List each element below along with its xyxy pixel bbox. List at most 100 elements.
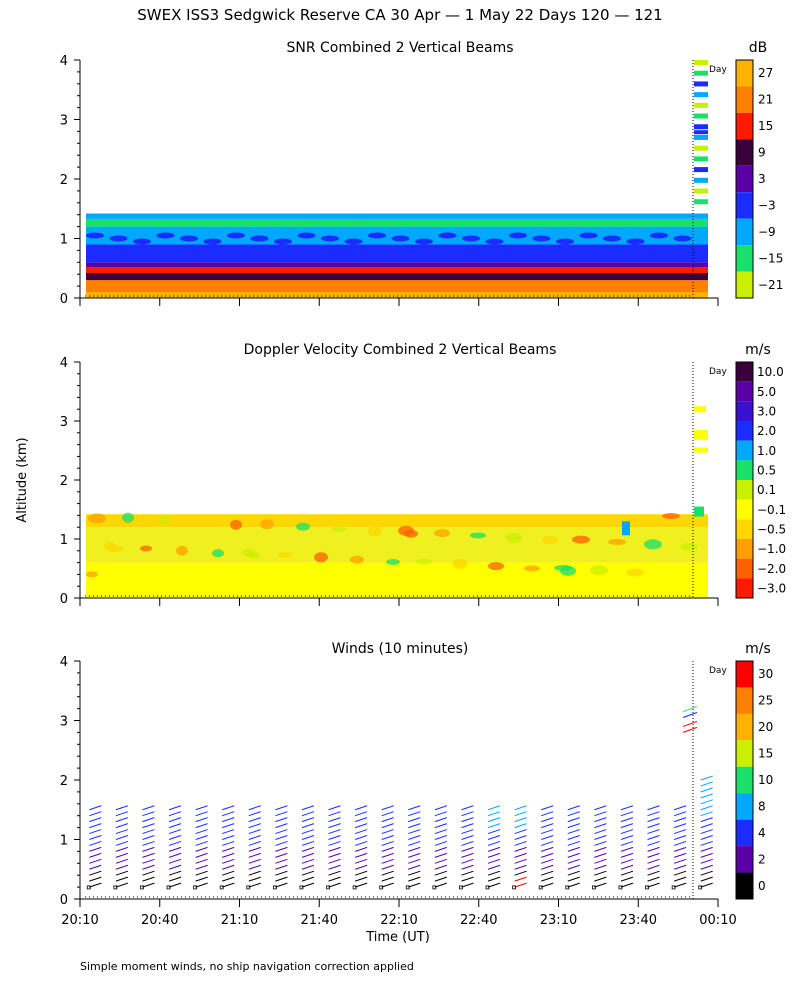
- wind-barb: [222, 817, 235, 823]
- wind-barb: [168, 840, 182, 846]
- wind-barb: [620, 870, 634, 876]
- wind-marker: [618, 885, 623, 890]
- colorbar-label: 21: [758, 93, 773, 107]
- wind-barb: [328, 870, 341, 876]
- wind-barb: [647, 823, 660, 829]
- colorbar-label: −9: [758, 225, 776, 239]
- wind-barb: [354, 805, 368, 811]
- wind-barb: [408, 835, 421, 840]
- wind-barb: [434, 846, 448, 852]
- colorbar-label: 10.0: [757, 365, 784, 379]
- wind-barb: [673, 852, 687, 858]
- colorbar-unit: m/s: [745, 342, 771, 358]
- data-patch: [542, 536, 558, 545]
- colorbar-frame: [735, 361, 754, 599]
- wind-barb: [541, 823, 554, 829]
- day-marker-label: Day: [709, 666, 727, 676]
- wind-barb: [275, 846, 288, 852]
- colorbar-swatch: [736, 793, 753, 820]
- data-patch: [579, 232, 598, 239]
- wind-barb: [620, 811, 634, 817]
- wind-barb: [700, 793, 713, 799]
- y-tick-label: 4: [60, 356, 68, 371]
- colorbar-label: 10: [758, 773, 773, 787]
- data-patch: [438, 232, 457, 239]
- wind-barb: [541, 852, 554, 858]
- wind-barb: [195, 864, 208, 870]
- wind-barb: [195, 840, 208, 846]
- wind-barb: [594, 805, 607, 811]
- colorbar-label: 1.0: [757, 444, 776, 458]
- wind-barb: [594, 811, 607, 817]
- y-tick-label: 0: [60, 893, 68, 908]
- wind-barb: [594, 876, 607, 882]
- wind-barb: [700, 817, 713, 823]
- wind-marker: [113, 885, 118, 890]
- data-patch: [622, 521, 630, 536]
- wind-barb: [301, 811, 315, 817]
- wind-barb: [461, 858, 474, 864]
- colorbar-swatch: [736, 661, 753, 688]
- wind-barb: [461, 840, 474, 846]
- data-patch: [626, 568, 644, 577]
- wind-barb: [620, 840, 634, 846]
- data-layer: [86, 262, 708, 268]
- colorbar-swatch: [736, 872, 753, 899]
- wind-barb: [248, 870, 261, 876]
- wind-barb: [682, 720, 698, 727]
- wind-barb: [434, 835, 448, 840]
- wind-barb: [195, 835, 208, 840]
- wind-barb: [301, 882, 315, 888]
- data-patch: [86, 571, 98, 578]
- wind-marker: [219, 885, 224, 890]
- wind-barb: [301, 840, 315, 846]
- wind-barb: [487, 858, 501, 864]
- wind-barb: [248, 882, 261, 888]
- wind-barb: [115, 817, 129, 823]
- wind-barb: [301, 823, 315, 829]
- data-patch: [694, 134, 708, 140]
- wind-barb: [434, 823, 448, 829]
- colorbar-label: −1.0: [757, 542, 786, 556]
- wind-marker: [272, 885, 277, 890]
- wind-barb: [142, 870, 155, 876]
- wind-barb: [89, 823, 102, 829]
- wind-barb: [487, 835, 501, 840]
- colorbar-label: 27: [758, 66, 773, 80]
- wind-barb: [168, 829, 182, 835]
- data-patch: [694, 113, 708, 119]
- colorbar-swatch: [736, 86, 753, 113]
- wind-barb: [89, 829, 102, 835]
- wind-marker: [405, 885, 410, 890]
- wind-barb: [354, 835, 368, 840]
- wind-barb: [89, 864, 102, 870]
- wind-barb: [700, 852, 713, 858]
- wind-barb: [328, 817, 341, 823]
- wind-barb: [620, 823, 634, 829]
- data-patch: [545, 219, 558, 224]
- data-patch: [694, 156, 708, 162]
- data-patch: [140, 545, 152, 552]
- wind-barb: [381, 840, 394, 846]
- wind-barb: [248, 840, 261, 846]
- panel-title: Doppler Velocity Combined 2 Vertical Bea…: [244, 342, 557, 358]
- wind-barb: [354, 852, 368, 858]
- data-layer: [86, 562, 708, 598]
- wind-barb: [115, 840, 129, 846]
- wind-barb: [673, 864, 687, 870]
- data-patch: [391, 235, 410, 242]
- wind-barb: [567, 817, 580, 823]
- wind-barb: [142, 823, 155, 829]
- wind-barb: [142, 811, 155, 817]
- wind-barb: [381, 805, 394, 811]
- colorbar-swatch: [736, 480, 753, 500]
- y-tick-label: 2: [60, 774, 68, 789]
- data-patch: [109, 235, 128, 242]
- wind-barb: [381, 811, 394, 817]
- wind-barb: [541, 835, 554, 840]
- wind-barb: [461, 829, 474, 835]
- wind-barb: [487, 829, 501, 835]
- y-tick-label: 3: [60, 715, 68, 730]
- wind-barb: [142, 829, 155, 835]
